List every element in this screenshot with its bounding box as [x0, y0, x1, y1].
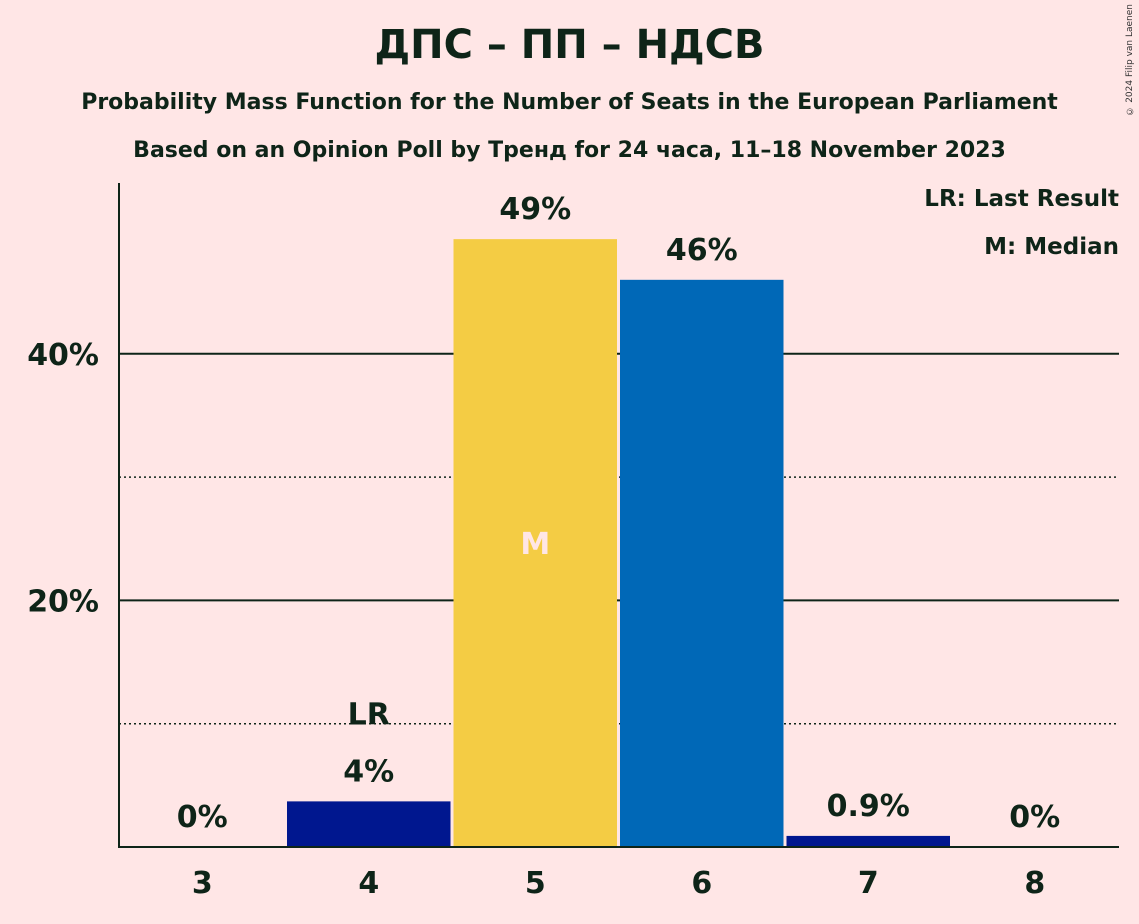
legend-median: M: Median — [984, 234, 1119, 260]
x-tick-label: 5 — [525, 866, 546, 901]
bar-value-label: 0.9% — [827, 789, 910, 824]
bar-value-label: 4% — [343, 754, 394, 789]
legend-last-result: LR: Last Result — [924, 186, 1119, 212]
chart-subtitle: Probability Mass Function for the Number… — [81, 90, 1058, 115]
bar — [453, 239, 617, 848]
x-tick-label: 7 — [858, 866, 879, 901]
bar-value-label: 0% — [177, 800, 228, 835]
bar-value-label: 49% — [499, 192, 571, 227]
y-tick-label: 40% — [27, 338, 99, 373]
median-marker: M — [520, 527, 550, 562]
y-tick-label: 20% — [27, 584, 99, 619]
x-tick-label: 8 — [1024, 866, 1045, 901]
x-tick-label: 6 — [691, 866, 712, 901]
bar-value-label: 0% — [1009, 800, 1060, 835]
x-tick-label: 3 — [192, 866, 213, 901]
bar-value-label: 46% — [666, 233, 738, 268]
last-result-marker: LR — [348, 697, 390, 732]
bar — [620, 279, 784, 847]
bar — [287, 801, 451, 847]
chart-title: ДПС – ПП – НДСВ — [374, 22, 765, 68]
x-tick-label: 4 — [358, 866, 379, 901]
chart-source-note: Based on an Opinion Poll by Тренд for 24… — [133, 138, 1006, 163]
bar — [786, 835, 950, 847]
